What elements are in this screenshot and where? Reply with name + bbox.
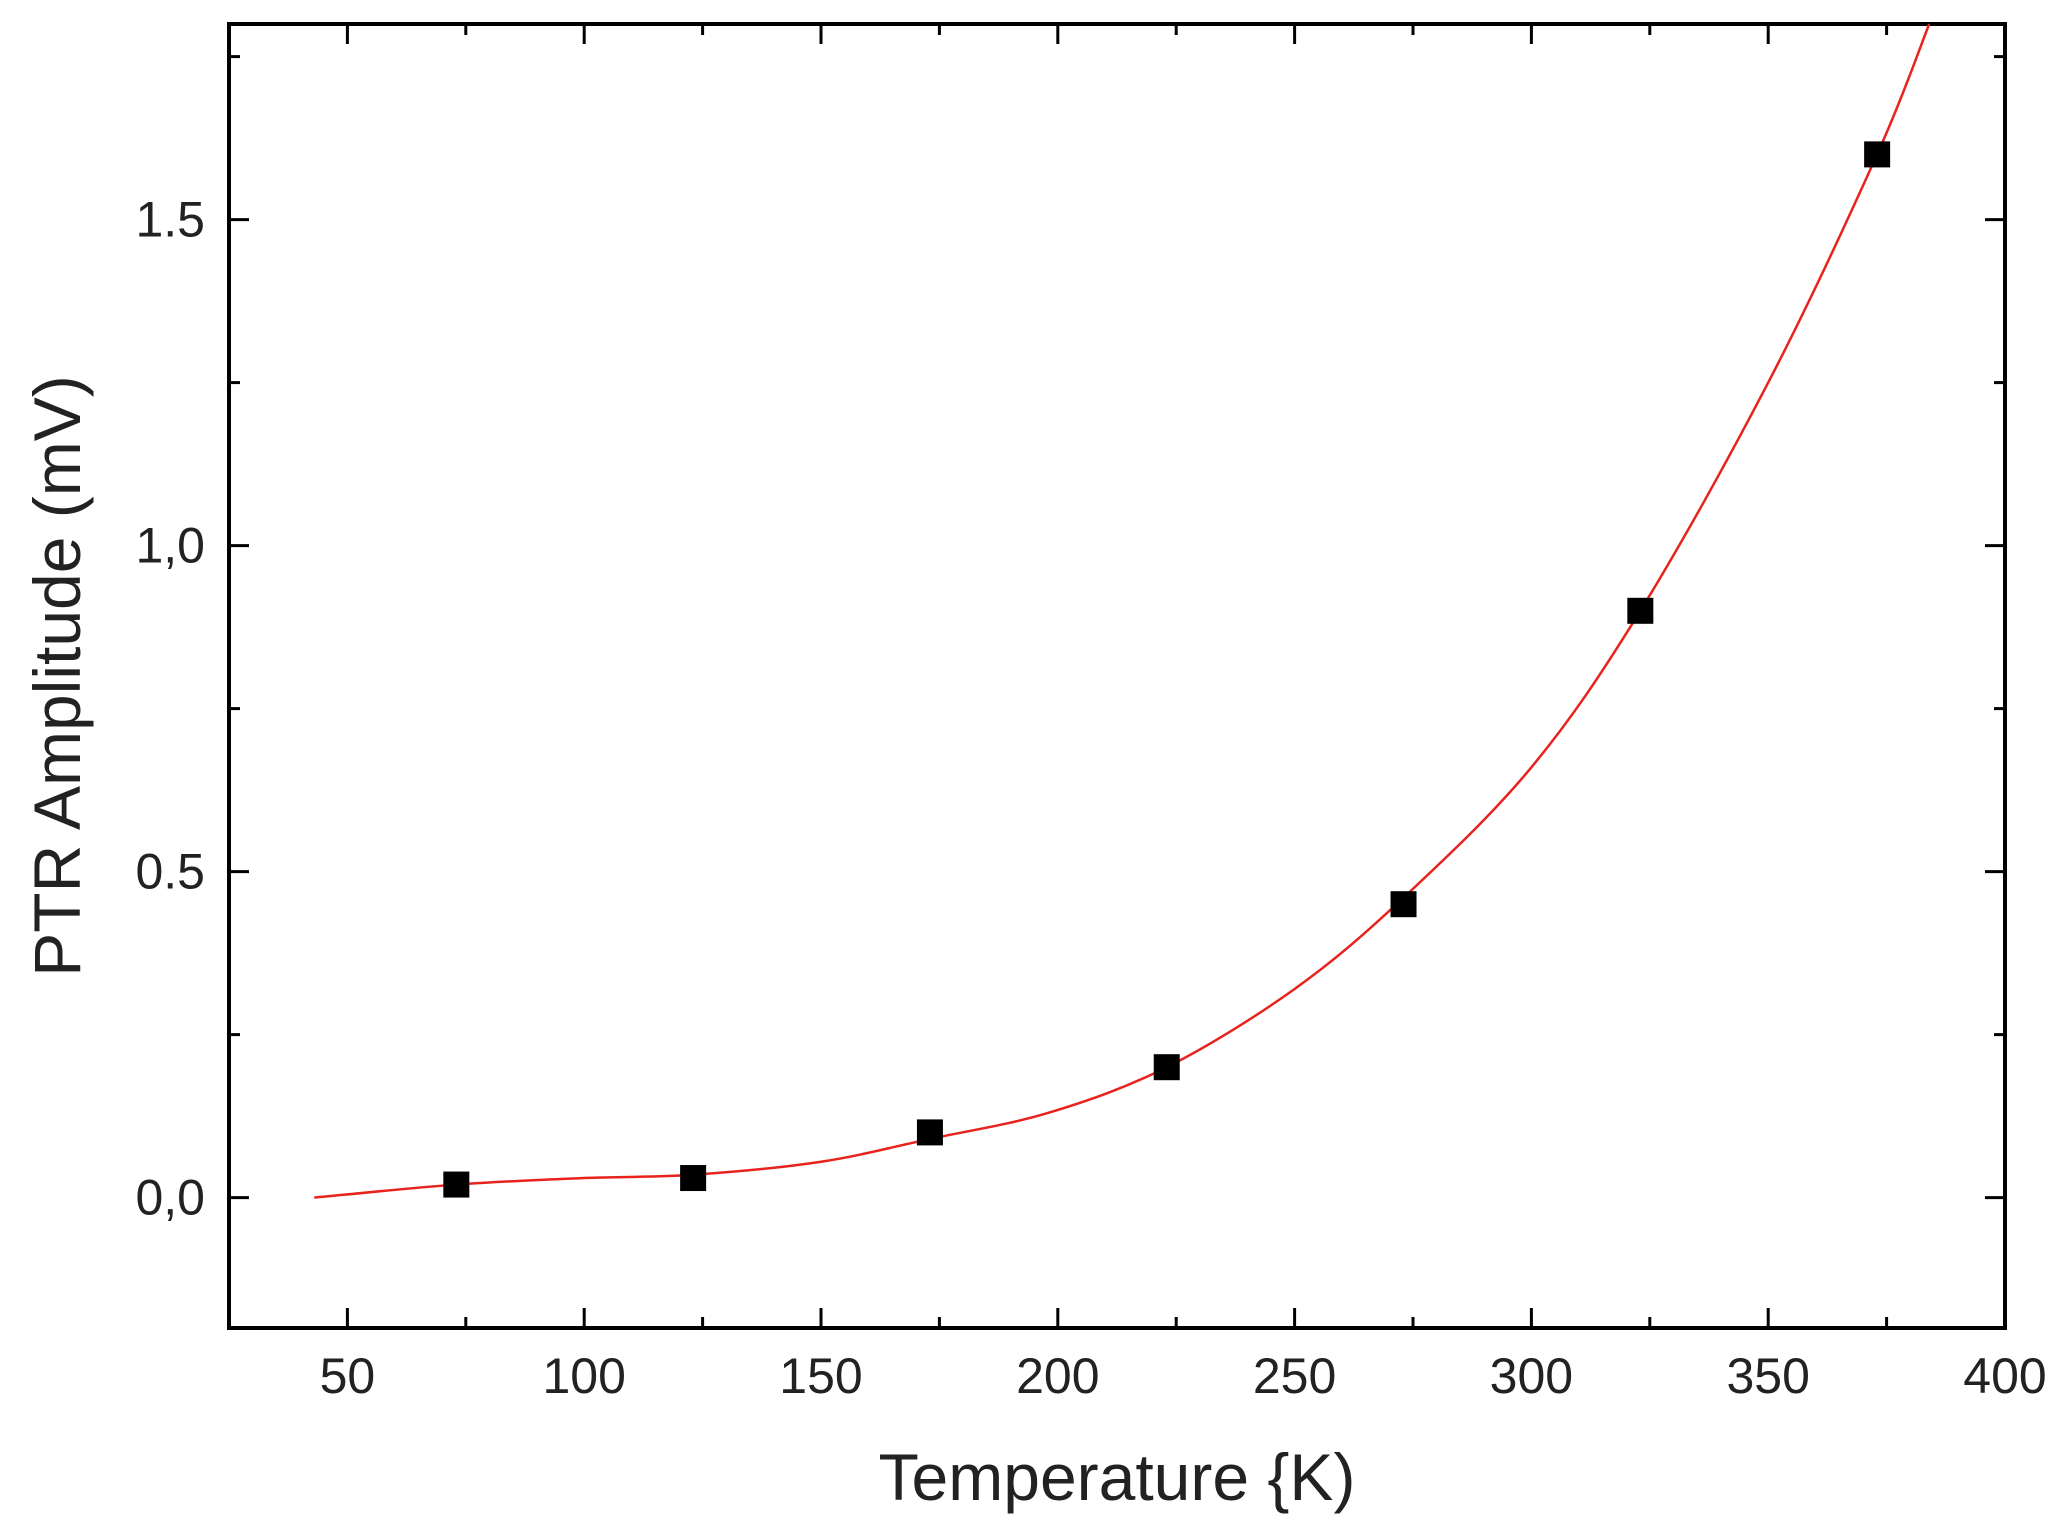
x-tick-label: 200 xyxy=(1016,1348,1099,1404)
x-tick-label: 400 xyxy=(1963,1348,2046,1404)
y-tick-labels: 0,0 0.5 1,0 1.5 xyxy=(135,192,205,1226)
y-tick-label: 1,0 xyxy=(135,518,205,574)
data-point xyxy=(1153,1054,1180,1081)
y-tick-label: 0,0 xyxy=(135,1170,205,1226)
data-markers xyxy=(443,141,1891,1198)
x-tick-labels: 50 100 150 200 250 300 350 400 xyxy=(320,1348,2047,1404)
data-point xyxy=(680,1165,707,1192)
x-tick-label: 100 xyxy=(542,1348,625,1404)
y-tick-label: 1.5 xyxy=(135,192,205,248)
fit-line xyxy=(314,23,1931,1199)
x-tick-label: 150 xyxy=(779,1348,862,1404)
x-tick-label: 50 xyxy=(320,1348,376,1404)
data-point xyxy=(1390,891,1417,918)
x-tick-label: 350 xyxy=(1726,1348,1809,1404)
data-point xyxy=(443,1171,470,1198)
data-point xyxy=(916,1119,943,1146)
data-point xyxy=(1627,597,1654,624)
tick-marks xyxy=(227,24,2007,1328)
x-tick-label: 250 xyxy=(1253,1348,1336,1404)
y-axis-label: PTR Amplitude (mV) xyxy=(20,375,94,976)
y-tick-label: 0.5 xyxy=(135,844,205,900)
plot-frame xyxy=(227,22,2007,1330)
x-axis-label: Temperature {K) xyxy=(879,1440,1356,1514)
x-tick-label: 300 xyxy=(1490,1348,1573,1404)
data-point xyxy=(1864,141,1891,168)
